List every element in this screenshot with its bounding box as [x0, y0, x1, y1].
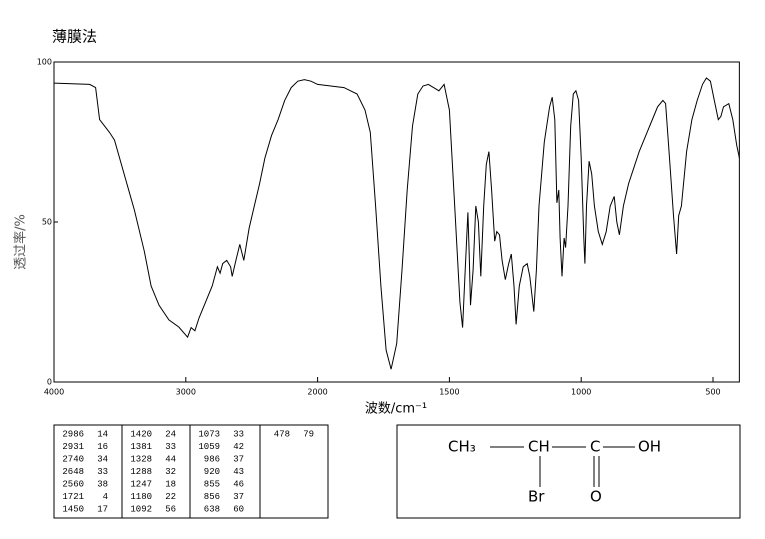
- peak-wavenumber: 1059: [198, 442, 220, 452]
- peak-wavenumber: 1073: [198, 429, 220, 439]
- x-tick-label: 3000: [176, 388, 196, 397]
- atom: C: [590, 438, 600, 456]
- peak-transmittance: 33: [165, 442, 176, 452]
- peak-transmittance: 42: [233, 442, 244, 452]
- peak-wavenumber: 1450: [62, 504, 84, 514]
- y-tick-label: 50: [42, 218, 52, 227]
- peak-transmittance: 14: [97, 429, 108, 439]
- structure: CH₃ CH C OH Br O: [396, 424, 741, 519]
- structure-border: [396, 424, 741, 519]
- peak-transmittance: 56: [165, 504, 176, 514]
- plot-frame: [53, 61, 740, 383]
- chart-title: 薄膜法: [52, 28, 97, 46]
- peak-wavenumber: 1092: [130, 504, 152, 514]
- peak-wavenumber: 1721: [62, 492, 84, 502]
- spectrum-line: [53, 77, 740, 370]
- peak-wavenumber: 2560: [62, 479, 84, 489]
- peak-wavenumber: 986: [204, 454, 220, 464]
- peak-wavenumber: 1381: [130, 442, 152, 452]
- peak-transmittance: 34: [97, 454, 108, 464]
- atom: OH: [638, 438, 661, 456]
- peak-transmittance: 4: [103, 492, 108, 502]
- atom: CH₃: [448, 438, 476, 456]
- peak-wavenumber: 855: [204, 479, 220, 489]
- peak-wavenumber: 2740: [62, 454, 84, 464]
- y-axis-label: 透过率/%: [13, 214, 29, 270]
- peak-wavenumber: 856: [204, 492, 220, 502]
- peak-table: 2986 14 2931 16 2740 34 2648 33 2560 38 1721 4 1450 1…: [53, 424, 329, 519]
- x-tick-label: 2000: [307, 388, 327, 397]
- peak-wavenumber: 2648: [62, 467, 84, 477]
- x-tick-label: 1000: [571, 388, 591, 397]
- peak-wavenumber: 638: [204, 504, 220, 514]
- peak-transmittance: 33: [233, 429, 244, 439]
- peak-transmittance: 17: [97, 504, 108, 514]
- peak-wavenumber: 1288: [130, 467, 152, 477]
- peak-transmittance: 22: [165, 492, 176, 502]
- peak-wavenumber: 478: [274, 429, 290, 439]
- peak-transmittance: 24: [165, 429, 176, 439]
- peak-transmittance: 37: [233, 454, 244, 464]
- peak-transmittance: 16: [97, 442, 108, 452]
- peak-transmittance: 44: [165, 454, 176, 464]
- peak-wavenumber: 1420: [130, 429, 152, 439]
- peak-transmittance: 18: [165, 479, 176, 489]
- peak-transmittance: 79: [303, 429, 314, 439]
- peak-wavenumber: 2986: [62, 429, 84, 439]
- peak-transmittance: 33: [97, 467, 108, 477]
- peak-wavenumber: 1247: [130, 479, 152, 489]
- peak-transmittance: 32: [165, 467, 176, 477]
- atom: Br: [528, 488, 545, 506]
- peak-transmittance: 46: [233, 479, 244, 489]
- peak-transmittance: 60: [233, 504, 244, 514]
- peak-wavenumber: 2931: [62, 442, 84, 452]
- x-tick-label: 1500: [439, 388, 459, 397]
- peak-transmittance: 38: [97, 479, 108, 489]
- y-tick-label: 0: [47, 378, 52, 387]
- peak-wavenumber: 1180: [130, 492, 152, 502]
- x-tick-label: 4000: [44, 388, 64, 397]
- peak-transmittance: 37: [233, 492, 244, 502]
- peak-transmittance: 43: [233, 467, 244, 477]
- y-tick-label: 100: [37, 58, 52, 67]
- peak-wavenumber: 1328: [130, 454, 152, 464]
- x-axis-label: 波数/cm⁻¹: [365, 402, 427, 417]
- peak-wavenumber: 920: [204, 467, 220, 477]
- atom: CH: [528, 438, 550, 456]
- x-tick-label: 500: [705, 388, 720, 397]
- atom: O: [590, 488, 602, 506]
- table-border: [53, 424, 329, 519]
